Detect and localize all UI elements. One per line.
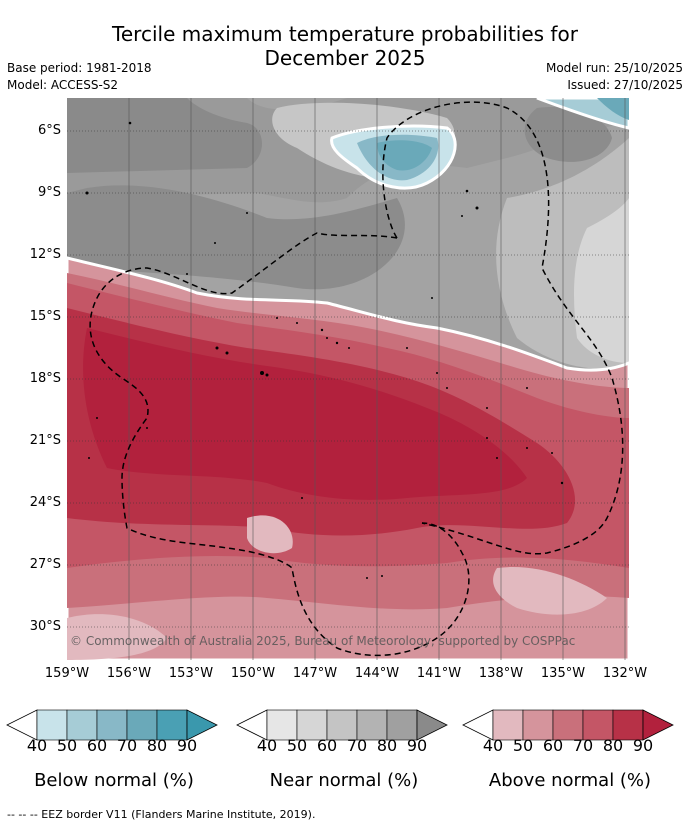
map-title: Tercile maximum temperature probabilitie… <box>0 22 690 70</box>
below-normal-legend: 40 50 60 70 80 90 <box>6 708 222 755</box>
tick-label: 60 <box>316 736 338 755</box>
near-colorbar-segment <box>326 709 358 741</box>
near-colorbar-segment <box>386 709 418 741</box>
tick-label: 70 <box>572 736 594 755</box>
above-light-patch-2 <box>493 567 607 615</box>
near-normal-legend: 40 50 60 70 80 90 <box>236 708 452 755</box>
lon-label: 147°W <box>292 666 338 681</box>
above-light-patch-1 <box>247 515 293 554</box>
above-colorbar-segment <box>552 709 584 741</box>
tick-label: 40 <box>26 736 48 755</box>
tick-label: 70 <box>116 736 138 755</box>
lon-label: 138°W <box>478 666 524 681</box>
above-light-patch-3 <box>67 614 167 660</box>
meta-left: Base period: 1981-2018 Model: ACCESS-S2 <box>7 60 152 94</box>
below-corner-ne-inner <box>597 98 629 120</box>
tick-label: 90 <box>406 736 428 755</box>
near-colorbar-segment <box>266 709 298 741</box>
above-colorbar-ticks: 40 50 60 70 80 90 <box>462 736 678 756</box>
lat-label: 27°S <box>29 557 61 572</box>
tick-label: 70 <box>346 736 368 755</box>
lon-label: 150°W <box>230 666 276 681</box>
gridlines <box>67 130 629 628</box>
lat-label: 30°S <box>29 619 61 634</box>
lat-label: 6°S <box>37 123 61 138</box>
below-colorbar-segment <box>156 709 188 741</box>
lat-label: 9°S <box>37 185 61 200</box>
above-colorbar <box>462 709 674 741</box>
tick-label: 50 <box>56 736 78 755</box>
above-colorbar-high-arrow <box>642 709 674 741</box>
issued-date: Issued: 27/10/2025 <box>567 78 683 92</box>
above-colorbar-segment <box>522 709 554 741</box>
above-core <box>83 328 527 500</box>
model-name: Model: ACCESS-S2 <box>7 78 119 92</box>
below-colorbar-segment <box>36 709 68 741</box>
tick-label: 50 <box>512 736 534 755</box>
near-dark-patch <box>524 107 612 162</box>
footnote: -- -- -- EEZ border V11 (Flanders Marine… <box>7 808 316 821</box>
islands <box>85 121 564 579</box>
lon-label: 141°W <box>416 666 462 681</box>
below-patch-inner <box>377 140 432 171</box>
above-colorbar-segment <box>492 709 524 741</box>
lat-label: 24°S <box>29 495 61 510</box>
lon-label: 153°W <box>168 666 214 681</box>
base-period: Base period: 1981-2018 <box>7 61 152 75</box>
tick-label: 90 <box>632 736 654 755</box>
probability-map <box>67 98 629 660</box>
tick-label: 40 <box>256 736 278 755</box>
tick-label: 60 <box>542 736 564 755</box>
tick-label: 60 <box>86 736 108 755</box>
eez-border-east <box>382 101 624 555</box>
meridians <box>128 98 626 660</box>
lon-label: 156°W <box>106 666 152 681</box>
near-colorbar <box>236 709 448 741</box>
tick-label: 50 <box>286 736 308 755</box>
lat-label: 15°S <box>29 309 61 324</box>
meta-right: Model run: 25/10/2025 Issued: 27/10/2025 <box>546 60 683 94</box>
tick-label: 80 <box>376 736 398 755</box>
near-colorbar-ticks: 40 50 60 70 80 90 <box>236 736 452 756</box>
above-normal-legend: 40 50 60 70 80 90 <box>462 708 678 755</box>
lat-label: 18°S <box>29 371 61 386</box>
near-colorbar-segment <box>296 709 328 741</box>
eez-border-west <box>89 232 470 657</box>
below-colorbar <box>6 709 218 741</box>
lon-label: 135°W <box>540 666 586 681</box>
below-colorbar-segment <box>126 709 158 741</box>
tick-label: 40 <box>482 736 504 755</box>
near-colorbar-high-arrow <box>416 709 448 741</box>
title-line-2: December 2025 <box>264 46 426 70</box>
near-band-2 <box>67 98 262 173</box>
below-colorbar-high-arrow <box>186 709 218 741</box>
lon-label: 132°W <box>602 666 648 681</box>
below-colorbar-segment <box>66 709 98 741</box>
tick-label: 90 <box>176 736 198 755</box>
copyright-notice: © Commonwealth of Australia 2025, Bureau… <box>70 634 576 648</box>
title-line-1: Tercile maximum temperature probabilitie… <box>112 22 578 46</box>
below-legend-title: Below normal (%) <box>34 770 194 791</box>
below-colorbar-segment <box>96 709 128 741</box>
near-legend-title: Near normal (%) <box>269 770 419 791</box>
tick-label: 80 <box>146 736 168 755</box>
near-lightest-east <box>574 198 629 363</box>
below-colorbar-ticks: 40 50 60 70 80 90 <box>6 736 222 756</box>
eez-borders <box>89 101 624 657</box>
above-legend-title: Above normal (%) <box>488 770 652 791</box>
model-run: Model run: 25/10/2025 <box>545 61 683 75</box>
lon-label: 144°W <box>354 666 400 681</box>
lon-label: 159°W <box>44 666 90 681</box>
tick-label: 80 <box>602 736 624 755</box>
lat-label: 21°S <box>29 433 61 448</box>
above-colorbar-segment <box>582 709 614 741</box>
near-band-3 <box>67 185 405 290</box>
map-canvas <box>67 98 629 660</box>
lat-label: 12°S <box>29 247 61 262</box>
